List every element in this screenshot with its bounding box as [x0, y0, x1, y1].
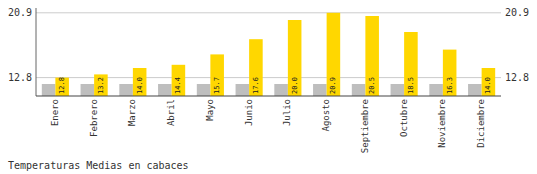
y2-tick-label: 20.9 [505, 7, 529, 18]
data-label: 20.0 [291, 77, 299, 94]
bar [236, 84, 250, 96]
grid-line [36, 12, 501, 13]
bar [197, 84, 211, 96]
x-tick-label: Abril [166, 99, 176, 126]
y2-tick-label: 12.8 [505, 72, 529, 83]
y-axis-line [36, 8, 37, 96]
y-tick-label: 20.9 [8, 7, 32, 18]
data-labels: 12.8 13.2 14.0 14.4 15.7 17.6 20.0 20.9 20.5 18.5… [58, 77, 492, 94]
bar [133, 68, 147, 96]
bar [42, 84, 56, 96]
data-label: 14.0 [484, 77, 492, 94]
grid [36, 13, 501, 78]
bar [468, 84, 482, 96]
bar [404, 32, 418, 96]
data-label: 17.6 [252, 77, 260, 94]
bar [172, 65, 186, 96]
x-axis-line [36, 95, 501, 96]
x-tick-label: Noviembre [437, 99, 447, 148]
data-label: 12.8 [58, 77, 66, 94]
title: Temperaturas Medias en cabaces [8, 160, 189, 171]
x-tick-label: Octubre [399, 99, 409, 137]
data-label: 20.5 [368, 77, 376, 94]
x-tick-label: Marzo [127, 99, 137, 126]
data-label: 20.9 [329, 77, 337, 94]
bar [352, 84, 366, 96]
x-tick-label: Junio [244, 99, 254, 126]
bar [55, 78, 69, 96]
data-label: 18.5 [407, 77, 415, 94]
bar [313, 84, 327, 96]
y-tick-label: 12.8 [8, 72, 32, 83]
x-tick-label: Enero [50, 99, 60, 126]
bars [42, 13, 495, 96]
data-label: 14.4 [174, 77, 182, 94]
bar [429, 84, 443, 96]
bar [365, 16, 379, 96]
x-tick-label: Agosto [321, 99, 331, 132]
bar [482, 68, 496, 96]
chart: 12.8 20.9 12.8 20.9 Enero Febrero Marzo Abril Ma… [0, 0, 537, 174]
x-tick-label: Febrero [89, 99, 99, 137]
data-label: 15.7 [213, 77, 221, 94]
bar [327, 13, 341, 96]
bar [274, 84, 288, 96]
bar [443, 50, 457, 96]
data-label: 16.3 [446, 77, 454, 94]
bar [81, 84, 95, 96]
bar [94, 74, 108, 96]
bar [210, 54, 224, 96]
bar [288, 20, 302, 96]
x-tick-label: Mayo [205, 99, 215, 121]
bar [249, 39, 263, 96]
axes: 12.8 20.9 12.8 20.9 Enero Febrero Marzo Abril Ma… [8, 7, 529, 153]
x-tick-label: Julio [282, 99, 292, 126]
bar [158, 84, 172, 96]
data-label: 14.0 [136, 77, 144, 94]
chart-container: 12.8 20.9 12.8 20.9 Enero Febrero Marzo Abril Ma… [0, 0, 537, 174]
bar [391, 84, 405, 96]
x-tick-label: Diciembre [476, 99, 486, 148]
x-tick-label: Septiembre [360, 99, 370, 153]
bar [119, 84, 133, 96]
data-label: 13.2 [97, 77, 105, 94]
